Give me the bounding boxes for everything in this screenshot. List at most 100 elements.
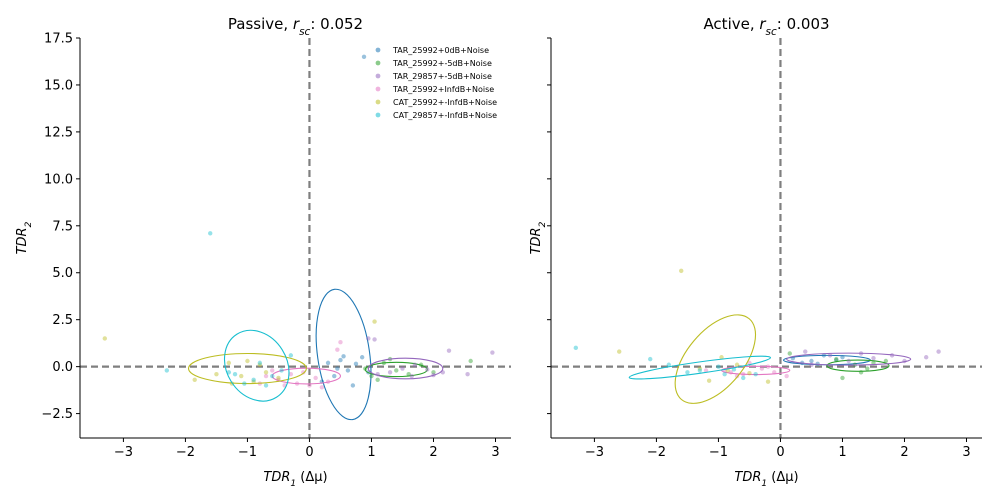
passive-series-3-point [301,370,306,375]
active-series-5-point [685,370,690,375]
passive-series-5-point [279,368,284,373]
active-panel: Active, rsc: 0.003 −3 −2 −1 0 1 2 3 TDR1 (Δμ) TDR… [529,15,982,489]
passive-series-2-point [372,337,377,342]
passive-series-5-point [242,381,247,386]
passive-series-0-point [345,368,351,373]
legend-marker [375,60,381,66]
active-x-axis-title: TDR1 (Δμ) [734,470,798,489]
legend-label: CAT_29857+-InfdB+Noise [393,111,497,120]
passive-series-0-point [350,383,356,388]
passive-series-0-point [325,360,331,366]
active-series-4-point [679,268,684,274]
passive-series-2-point [490,350,495,355]
passive-series-2-point [465,371,470,377]
passive-y-tick-label: −2.5 [41,407,73,422]
legend-marker [375,73,381,79]
passive-y-tick-label: 2.5 [52,313,73,328]
active-x-tick-label: −2 [647,445,666,460]
active-series-4-point [617,349,622,354]
passive-series-0-point [332,373,337,379]
active-series-2-point [809,362,814,367]
passive-series-4-point [226,360,232,366]
passive-series-1-point [431,370,436,375]
passive-panel: Passive, rsc: 0.052 −3 −2 −1 0 1 2 3 −2.5 0.0 2.5 5… [15,15,511,489]
active-series-2-point [803,349,808,354]
active-x-tick-label: 3 [962,445,970,460]
passive-x-tick-label: 3 [491,445,499,460]
passive-series-1-point [468,358,473,364]
active-series-1-point [787,351,792,356]
passive-series-5-point [288,353,294,358]
active-series-5-point [722,371,727,377]
passive-series-0-point [361,54,367,59]
passive-series-4-point [239,373,244,379]
legend-label: TAR_25992+InfdB+Noise [392,85,494,94]
passive-series-5-point [257,360,263,366]
passive-series-2-ellipse [367,357,444,380]
passive-series-1-point [394,368,399,373]
active-series-4-point [706,378,712,383]
passive-series-3-point [263,373,269,379]
passive-series-3-point [338,340,343,345]
active-series-5-ellipse [628,355,772,380]
passive-series-5-point [232,371,238,377]
active-series-1-point [883,358,889,364]
passive-series-2-point [440,370,445,375]
active-series-5-point [573,345,579,351]
active-series-2-point [827,353,833,358]
active-y-axis-title: TDR2 [529,221,548,254]
active-series-3-point [703,368,709,373]
active-series-2-point [923,355,929,360]
passive-x-axis-title: TDR1 (Δμ) [263,470,327,489]
passive-x-tick-label: −1 [238,445,257,460]
passive-series-2-point [366,336,371,341]
passive-series-3-point [335,347,340,352]
passive-series-4-point [251,379,256,384]
passive-series-2-point [446,348,452,353]
active-series-4-point [747,371,752,376]
active-x-tick-label: 2 [900,445,908,460]
passive-y-tick-label: 7.5 [52,219,73,234]
passive-series-5-point [270,373,275,379]
legend-marker [375,112,381,118]
active-series-5-point [648,356,653,362]
passive-x-tick-label: 2 [429,445,437,460]
active-x-tick-label: −3 [585,445,604,460]
passive-x-tick-label: −2 [176,445,195,460]
passive-series-5-ellipse [223,329,290,402]
active-series-3-point [784,373,789,379]
passive-y-tick-label: 5.0 [52,266,73,281]
passive-x-tick-label: −3 [114,445,133,460]
passive-series-3-point [270,368,275,373]
passive-x-tick-label: 1 [367,445,375,460]
passive-y-axis-title: TDR2 [15,221,34,254]
passive-series-0-point [338,357,343,363]
active-series-4-ellipse [674,314,757,404]
legend-marker [375,86,381,92]
passive-series-5-point [263,383,269,388]
legend-marker [375,47,381,53]
active-series-4-point [719,355,724,360]
active-chart-title: Active, rsc: 0.003 [703,15,829,38]
active-x-tick-label: −1 [709,445,728,460]
passive-series-1-point [406,371,411,377]
active-series-0-point [809,358,814,364]
active-series-5-point [666,362,672,367]
passive-series-2-point [387,370,393,375]
passive-y-tick-label: 12.5 [44,125,73,140]
active-series-5-point [716,364,721,369]
passive-series-3-point [319,385,325,390]
legend-label: CAT_25992+-InfdB+Noise [393,98,497,107]
active-series-1-point [834,356,839,362]
legend-marker [375,99,381,105]
legend-label: TAR_25992+-5dB+Noise [392,59,492,68]
legend: TAR_25992+0dB+Noise TAR_25992+-5dB+Noise T… [375,46,497,120]
passive-x-tick-label: 0 [305,445,313,460]
passive-series-3-point [288,371,294,377]
active-series-2-ellipse [786,352,912,366]
active-series-4-point [734,362,740,367]
passive-series-0-point [341,354,346,359]
passive-series-0-point [359,355,365,360]
active-series-1-ellipse [826,359,890,372]
